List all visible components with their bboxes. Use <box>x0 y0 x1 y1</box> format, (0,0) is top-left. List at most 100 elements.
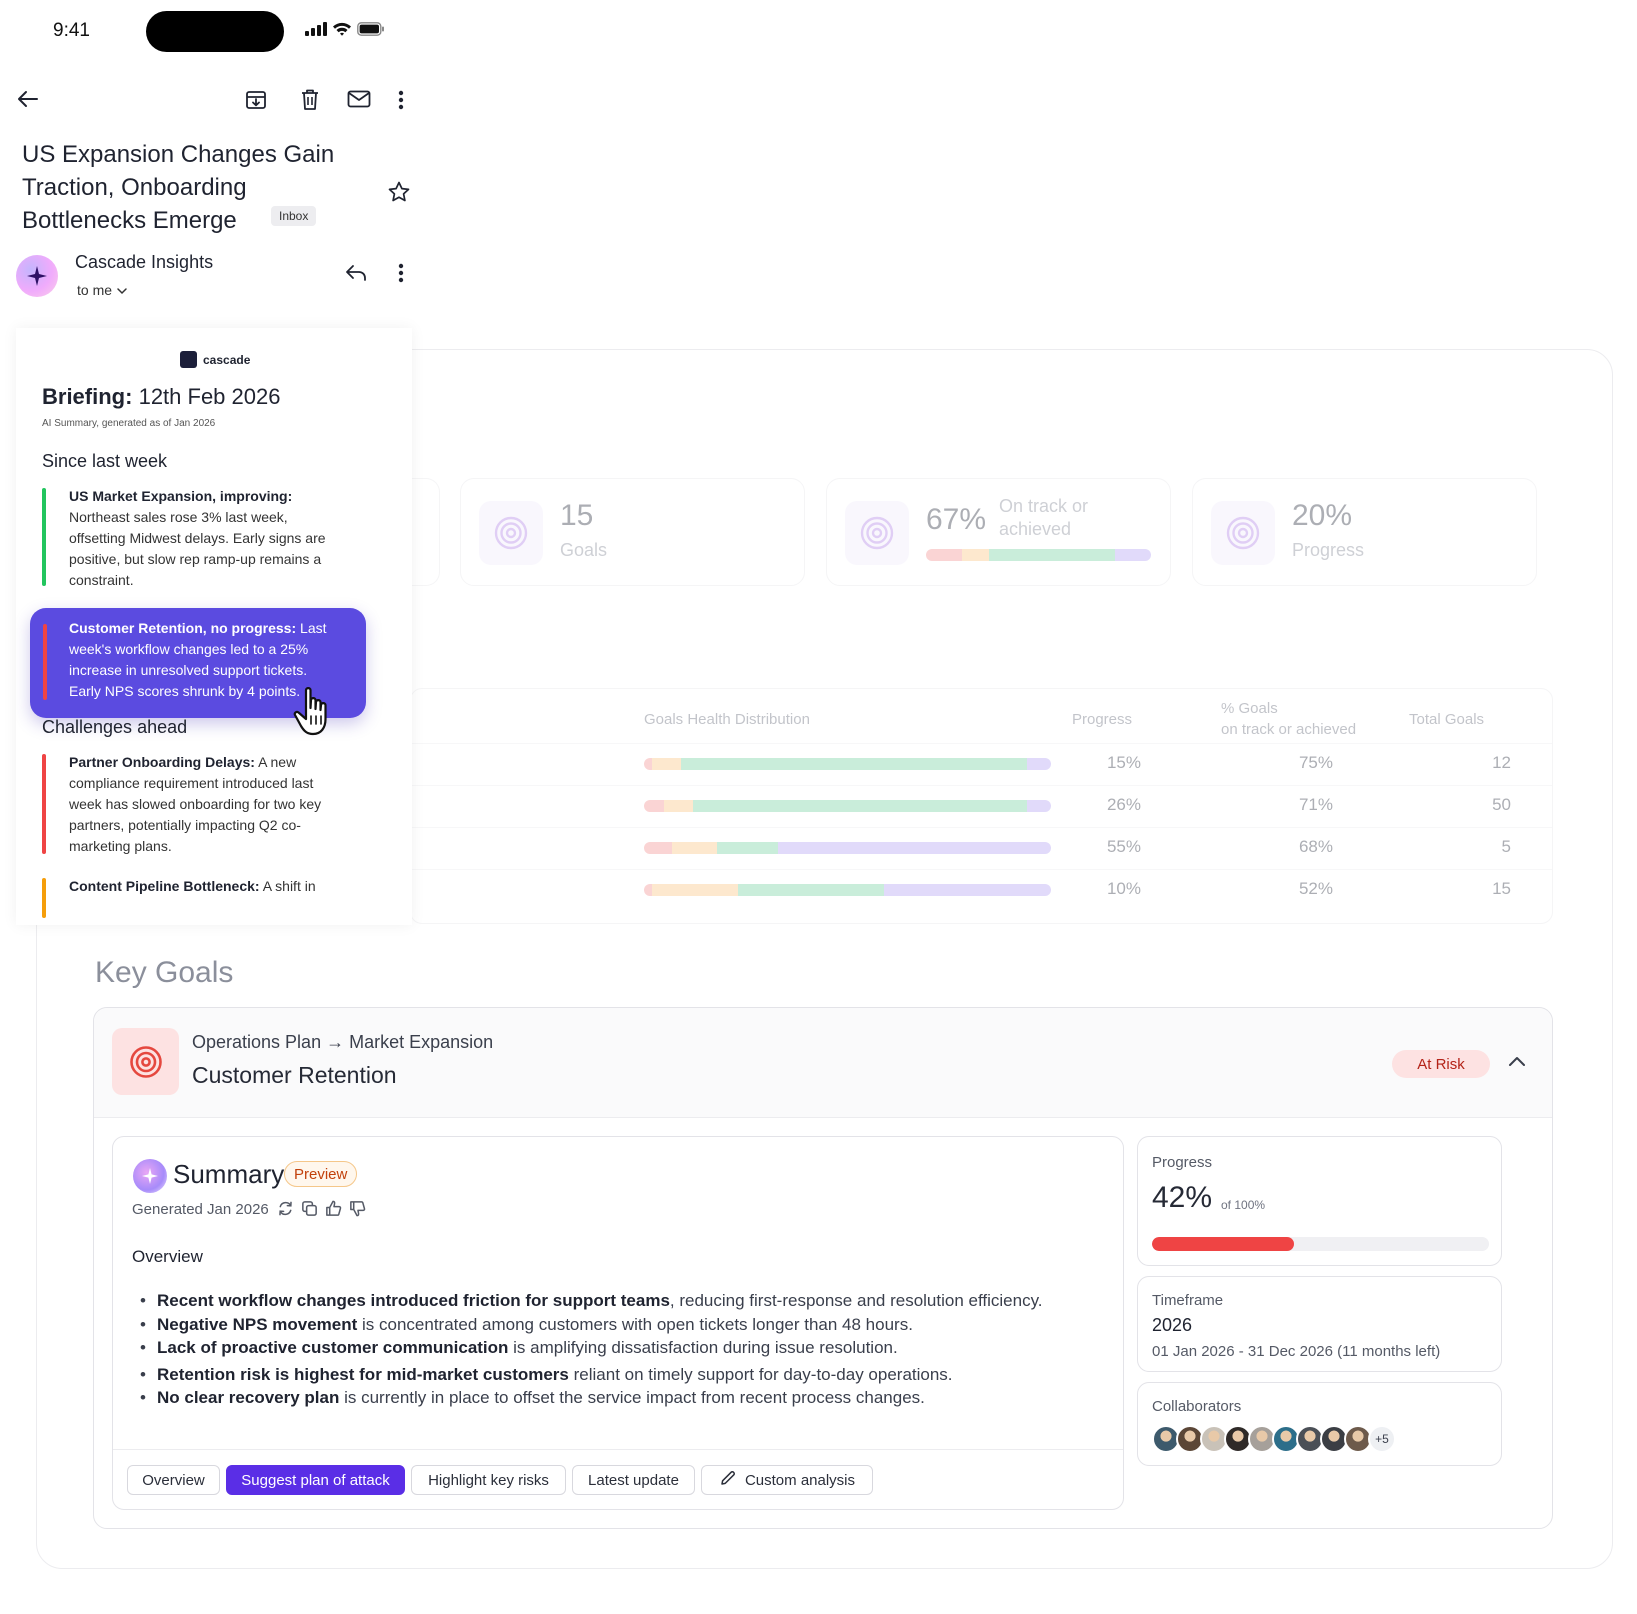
timeframe-card: Timeframe 2026 01 Jan 2026 - 31 Dec 2026… <box>1137 1276 1502 1372</box>
collaborator-avatars[interactable]: +5 <box>1152 1425 1396 1453</box>
distribution-segment <box>926 549 962 561</box>
more-collaborators-badge[interactable]: +5 <box>1368 1425 1396 1453</box>
table-row[interactable]: 26% 71% 50 <box>411 785 1552 827</box>
tab-highlight-key-risks[interactable]: Highlight key risks <box>411 1465 566 1495</box>
wifi-icon <box>332 22 352 41</box>
trash-icon[interactable] <box>300 88 320 111</box>
reply-icon[interactable] <box>345 264 367 282</box>
key-goals-heading: Key Goals <box>95 956 234 989</box>
summary-bullet: Lack of proactive customer communication… <box>137 1336 1117 1360</box>
summary-bullet-text: is concentrated among customers with ope… <box>357 1314 913 1334</box>
column-header-on-track-line2: on track or achieved <box>1221 721 1357 738</box>
summary-bullet: Negative NPS movement is concentrated am… <box>137 1313 1117 1337</box>
tab-latest-update[interactable]: Latest update <box>572 1465 695 1495</box>
summary-tab-bar: Overview Suggest plan of attack Highligh… <box>113 1449 1123 1511</box>
more-vertical-icon[interactable] <box>397 262 405 284</box>
email-subject: US Expansion Changes Gain Traction, Onbo… <box>22 141 335 234</box>
distribution-segment <box>672 842 718 854</box>
summary-title: Summary <box>173 1159 285 1189</box>
sender-avatar[interactable] <box>16 255 58 297</box>
row-divider <box>411 827 1552 828</box>
mail-icon[interactable] <box>347 90 371 108</box>
thumbs-down-icon[interactable] <box>348 1199 367 1223</box>
briefing-item-highlighted[interactable]: Customer Retention, no progress: Last we… <box>30 608 366 718</box>
tab-custom-analysis[interactable]: Custom analysis <box>701 1465 873 1495</box>
briefing-label: Briefing: <box>42 384 133 409</box>
stat-value: 67% <box>926 503 987 536</box>
distribution-segment <box>962 549 989 561</box>
status-icons <box>305 22 385 41</box>
summary-bullet: Recent workflow changes introduced frict… <box>137 1289 1117 1313</box>
star-icon[interactable] <box>387 180 411 204</box>
timeframe-label: Timeframe <box>1152 1292 1224 1309</box>
goal-breadcrumb[interactable]: Operations Plan → Market Expansion <box>192 1032 494 1052</box>
avatar[interactable] <box>1320 1425 1348 1453</box>
briefing-item-title: Customer Retention, no progress: <box>69 620 297 636</box>
summary-bullet-bold: No clear recovery plan <box>157 1388 340 1407</box>
status-bar <box>42 754 46 854</box>
recipient-toggle[interactable]: to me <box>77 282 128 298</box>
chevron-up-icon[interactable] <box>1508 1054 1526 1072</box>
cell-total: 50 <box>1492 795 1511 814</box>
inbox-label[interactable]: Inbox <box>271 206 317 226</box>
briefing-item-text: A new compliance requirement introduced … <box>69 754 322 854</box>
tab-overview[interactable]: Overview <box>127 1465 220 1495</box>
timeframe-year: 2026 <box>1152 1315 1193 1335</box>
table-row[interactable]: 10% 52% 15 <box>411 869 1552 911</box>
cell-on-track: 68% <box>1298 837 1333 856</box>
avatar[interactable] <box>1200 1425 1228 1453</box>
briefing-item-title: Content Pipeline Bottleneck: <box>69 878 260 894</box>
progress-bar-fill <box>1152 1237 1294 1251</box>
progress-value: 42% <box>1152 1181 1213 1214</box>
more-vertical-icon[interactable] <box>397 89 405 111</box>
collaborators-card: Collaborators +5 <box>1137 1382 1502 1466</box>
target-icon <box>479 501 543 565</box>
stat-card-on-track: 67% On track or achieved <box>826 478 1171 586</box>
briefing-item-title: US Market Expansion, improving: <box>69 488 293 504</box>
status-bar <box>42 488 46 586</box>
row-divider <box>411 869 1552 870</box>
table-row[interactable]: 15% 75% 12 <box>411 743 1552 785</box>
thumbs-up-icon[interactable] <box>324 1199 343 1223</box>
back-arrow-icon[interactable] <box>16 88 40 110</box>
goals-table: Goals Health Distribution Progress % Goa… <box>410 688 1553 924</box>
distribution-segment <box>644 800 665 812</box>
since-last-week-heading: Since last week <box>42 451 168 471</box>
table-row[interactable]: 55% 68% 5 <box>411 827 1552 869</box>
status-badge: At Risk <box>1392 1050 1490 1078</box>
progress-of: of 100% <box>1221 1198 1266 1212</box>
cascade-logo-icon <box>180 351 197 368</box>
summary-bullet: Retention risk is highest for mid-market… <box>137 1363 1117 1387</box>
sparkle-icon <box>133 1159 167 1193</box>
row-divider <box>411 785 1552 786</box>
distribution-segment <box>717 842 779 854</box>
goal-header[interactable]: Operations Plan → Market Expansion Custo… <box>94 1008 1552 1118</box>
regenerate-icon[interactable] <box>276 1199 295 1223</box>
distribution-segment <box>884 884 1051 896</box>
distribution-segment <box>652 758 681 770</box>
dynamic-island <box>146 11 284 52</box>
summary-bullet-text: is currently in place to offset the serv… <box>339 1388 925 1407</box>
generated-date: Generated Jan 2026 <box>132 1201 269 1218</box>
summary-actions <box>276 1199 367 1223</box>
progress-card: Progress 42% of 100% <box>1137 1136 1502 1266</box>
ai-summary-note: AI Summary, generated as of Jan 2026 <box>42 418 216 429</box>
brand-logo-row: cascade <box>180 351 250 368</box>
distribution-segment <box>680 758 1027 770</box>
stat-label: On track or achieved <box>999 496 1089 539</box>
avatar[interactable] <box>1272 1425 1300 1453</box>
avatar[interactable] <box>1296 1425 1324 1453</box>
summary-bullet-bold: Negative NPS movement <box>157 1314 358 1334</box>
summary-card: Summary Preview Generated Jan 2026 Overv… <box>112 1136 1124 1510</box>
summary-bullet-text: reliant on timely support for day-to-day… <box>568 1364 953 1384</box>
row-divider <box>411 743 1552 744</box>
summary-bullet-bold: Recent workflow changes introduced frict… <box>157 1291 670 1310</box>
archive-icon[interactable] <box>245 89 267 111</box>
summary-bullet-text: , reducing first-response and resolution… <box>669 1291 1043 1310</box>
briefing-title: Briefing: 12th Feb 2026 <box>42 384 280 410</box>
email-body: cascade Briefing: 12th Feb 2026 AI Summa… <box>16 328 412 925</box>
tab-suggest-plan-of-attack[interactable]: Suggest plan of attack <box>226 1465 405 1495</box>
summary-bullet-text: is amplifying dissatisfaction during iss… <box>508 1338 898 1357</box>
copy-icon[interactable] <box>300 1199 319 1223</box>
distribution-segment <box>737 884 885 896</box>
